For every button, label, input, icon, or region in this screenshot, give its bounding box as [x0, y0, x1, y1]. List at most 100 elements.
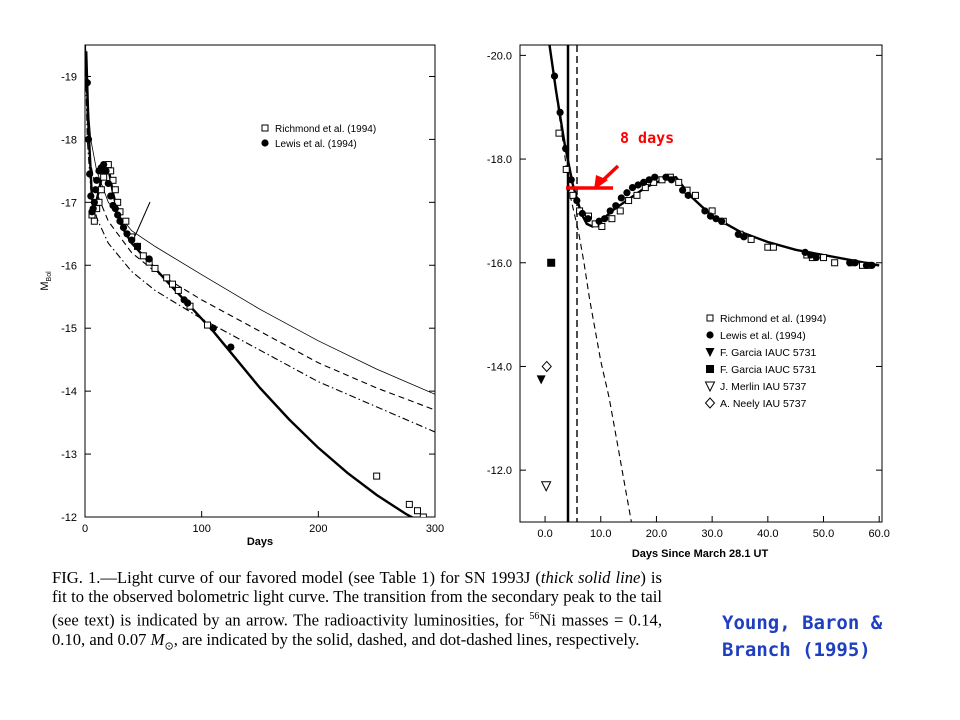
data-point — [97, 186, 105, 194]
data-point — [718, 217, 726, 225]
data-point — [111, 205, 119, 213]
data-point — [540, 481, 552, 492]
svg-text:MBol: MBol — [39, 271, 53, 291]
data-point — [667, 176, 676, 184]
y-tick-label: -16 — [61, 260, 77, 272]
legend-marker — [706, 314, 714, 322]
data-point — [550, 72, 559, 80]
data-point — [868, 261, 876, 269]
data-point — [151, 264, 159, 272]
model-line-dashed — [552, 76, 632, 522]
data-point — [584, 215, 592, 223]
data-point — [123, 230, 131, 238]
data-point — [601, 215, 609, 223]
data-point — [616, 207, 624, 215]
data-point — [623, 189, 631, 197]
model-line-dot-dashed — [85, 70, 435, 433]
data-point — [712, 215, 720, 223]
data-point — [204, 321, 211, 329]
data-point — [122, 217, 130, 225]
data-point — [414, 507, 421, 515]
data-point — [89, 205, 97, 213]
data-point — [119, 223, 128, 232]
legend-marker — [706, 331, 714, 339]
data-point — [820, 254, 828, 262]
x-tick-label: 40.0 — [757, 528, 778, 540]
data-point — [684, 191, 692, 199]
arrowhead-icon — [594, 175, 608, 190]
data-point — [662, 173, 670, 181]
data-point — [107, 192, 115, 200]
right-axis-ticks: 0.0 10.0 20.0 30.0 40.0 50.0 60.0 -20.0 -18.0 -16… — [487, 50, 890, 540]
y-tick-label: -14.0 — [487, 361, 512, 373]
data-point — [691, 191, 699, 199]
data-point — [163, 274, 171, 282]
data-point — [555, 129, 563, 137]
data-point — [573, 196, 581, 205]
data-point — [608, 215, 616, 223]
left-light-curve-chart: 0 100 200 300 -19 -18 -17 -16 -15 -14 -13 -12 Richm… — [39, 44, 444, 548]
data-point — [567, 176, 575, 184]
data-point — [612, 202, 620, 210]
data-point — [701, 207, 709, 215]
right-x-axis-label: Days Since March 28.1 UT — [632, 548, 769, 560]
left-transition-arrow — [134, 201, 151, 237]
data-point — [93, 176, 101, 184]
right-data-points — [536, 72, 876, 492]
data-point — [373, 472, 381, 480]
left-y-axis-label: MBol — [39, 271, 53, 291]
data-point — [706, 212, 715, 220]
data-point — [556, 108, 564, 117]
right-explosion-markers — [566, 45, 578, 522]
model-line-dashed — [85, 57, 435, 411]
y-tick-label: -12 — [61, 512, 77, 524]
data-point — [541, 360, 552, 373]
y-tick-label: -17 — [61, 197, 77, 209]
x-tick-label: 0 — [82, 523, 88, 535]
y-tick-label: -16.0 — [487, 258, 512, 270]
data-point — [547, 258, 556, 267]
data-point — [85, 79, 91, 87]
data-point — [569, 191, 577, 199]
x-tick-label: 200 — [309, 523, 327, 535]
data-point — [846, 259, 854, 267]
data-point — [91, 186, 100, 194]
data-point — [606, 207, 614, 215]
data-point — [90, 198, 98, 206]
legend-label: Lewis et al. (1994) — [720, 330, 806, 342]
credit-line-2: Branch (1995) — [722, 639, 871, 661]
right-legend: Richmond et al. (1994) Lewis et al. (1994… — [704, 313, 826, 410]
data-point — [633, 191, 641, 199]
figure-caption: FIG. 1.—Light curve of our favored model… — [52, 568, 663, 653]
legend-marker — [261, 124, 269, 132]
legend-label: J. Merlin IAU 5737 — [720, 381, 807, 393]
data-point — [851, 259, 859, 267]
data-point — [679, 186, 687, 194]
legend-marker — [705, 348, 715, 357]
data-point — [169, 280, 176, 288]
y-tick-label: -14 — [61, 386, 77, 398]
left-axis-ticks: 0 100 200 300 -19 -18 -17 -16 -15 -14 -13 -12 — [61, 71, 444, 535]
data-point — [862, 261, 871, 269]
data-point — [116, 217, 124, 225]
data-point — [595, 217, 603, 225]
left-model-lines — [85, 45, 435, 517]
y-tick-label: -12.0 — [487, 465, 512, 477]
x-tick-label: 50.0 — [813, 528, 834, 540]
data-point — [536, 375, 546, 385]
x-tick-label: 20.0 — [646, 528, 667, 540]
x-tick-label: 0.0 — [537, 528, 552, 540]
data-point — [562, 165, 570, 173]
data-point — [801, 248, 809, 256]
y-tick-label: -18 — [61, 134, 77, 146]
data-point — [174, 286, 182, 294]
data-point — [90, 217, 98, 225]
legend-label: Richmond et al. (1994) — [720, 313, 826, 325]
x-tick-label: 30.0 — [701, 528, 722, 540]
y-tick-label: -19 — [61, 71, 77, 83]
data-point — [111, 186, 119, 194]
data-point — [100, 160, 108, 169]
data-point — [114, 211, 122, 219]
data-point — [104, 179, 112, 188]
data-point — [419, 513, 427, 517]
